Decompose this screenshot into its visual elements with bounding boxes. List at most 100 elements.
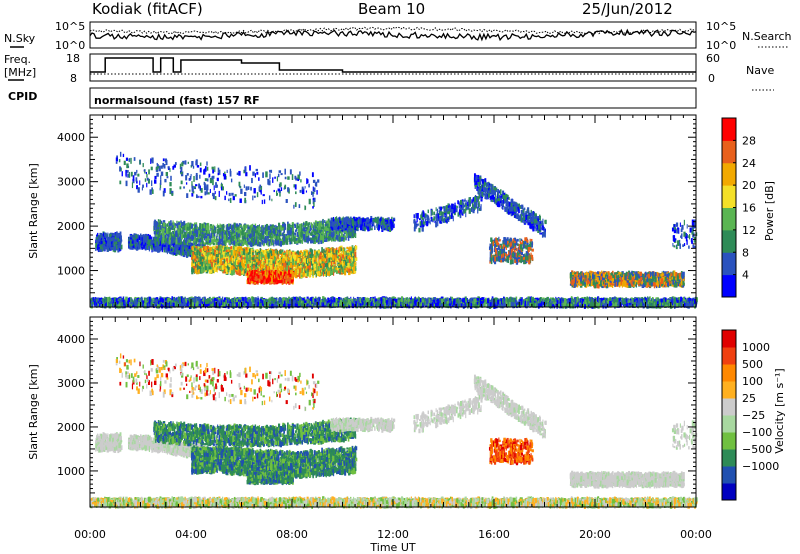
power-echo [239, 224, 242, 228]
power-echo [249, 233, 252, 237]
power-echo [335, 230, 337, 235]
power-echo [278, 226, 281, 230]
power-echo [173, 230, 176, 234]
power-echo [309, 237, 312, 240]
power-echo [143, 243, 145, 249]
power-echo [320, 226, 323, 230]
power-echo [232, 241, 236, 245]
power-echo [147, 240, 149, 247]
power-echo [204, 242, 206, 245]
power-echo [332, 238, 335, 242]
power-echo [176, 242, 179, 249]
power-echo [233, 223, 236, 229]
power-echo [328, 235, 331, 241]
power-echo [303, 231, 307, 234]
power-echo [264, 236, 267, 239]
power-echo [254, 227, 257, 232]
power-echo [270, 236, 272, 243]
power-echo [261, 225, 263, 232]
power-echo [120, 239, 123, 242]
power-echo [323, 239, 326, 242]
power-echo [179, 232, 182, 237]
power-echo [157, 247, 160, 253]
power-echo [115, 232, 119, 238]
power-echo [229, 241, 231, 245]
power-echo [308, 229, 311, 234]
power-echo [161, 238, 163, 243]
power-echo [177, 223, 180, 229]
power-echo [217, 223, 219, 227]
power-echo [111, 239, 114, 243]
power-echo [178, 231, 181, 236]
power-echo [353, 233, 356, 237]
power-echo [327, 218, 330, 224]
power-echo [102, 232, 104, 237]
power-echo [263, 237, 266, 244]
power-echo [329, 220, 332, 223]
power-echo [183, 220, 186, 227]
power-echo [334, 232, 337, 238]
power-echo [167, 229, 171, 234]
power-echo [310, 233, 313, 236]
power-echo [296, 238, 299, 243]
freq-tick-bottom: 8 [70, 72, 77, 85]
power-echo [193, 229, 196, 234]
power-echo [295, 241, 298, 244]
power-echo [223, 225, 225, 228]
power-echo [227, 226, 230, 230]
power-echo [178, 244, 180, 248]
power-echo [325, 226, 328, 230]
power-echo [227, 240, 229, 243]
power-echo [156, 231, 159, 235]
power-echo [141, 245, 143, 250]
power-echo [267, 239, 271, 244]
power-echo [176, 229, 179, 233]
power-echo [341, 266, 343, 273]
power-echo [158, 237, 161, 242]
power-echo [311, 267, 314, 271]
freq-panel: Freq. [MHz] 18 8 60 0 Nave [4, 52, 774, 91]
power-echo [332, 227, 335, 232]
power-echo [192, 229, 195, 234]
power-echo [272, 239, 274, 243]
power-echo [111, 246, 114, 251]
power-echo [98, 246, 101, 253]
power-echo [211, 229, 213, 234]
power-echo [176, 248, 178, 253]
power-echo [132, 245, 135, 248]
power-echo [108, 241, 111, 245]
power-echo [259, 227, 262, 231]
power-echo [276, 230, 278, 235]
power-echo [157, 246, 160, 249]
power-echo [112, 242, 114, 246]
power-echo [117, 246, 120, 253]
power-echo [214, 230, 217, 234]
power-echo [256, 242, 260, 247]
power-echo [318, 227, 321, 234]
power-echo [312, 224, 314, 230]
power-echo [250, 236, 254, 243]
power-echo [104, 232, 106, 238]
power-echo [165, 225, 168, 230]
power-echo [237, 246, 240, 251]
power-echo [242, 224, 245, 229]
power-echo [211, 239, 213, 245]
power-echo [230, 241, 233, 245]
power-echo [111, 233, 113, 239]
power-echo [316, 234, 319, 237]
power-echo [260, 235, 263, 242]
power-echo [275, 224, 277, 230]
power-echo [153, 224, 156, 231]
power-echo [198, 238, 202, 242]
power-echo [178, 222, 180, 225]
power-echo [216, 225, 220, 228]
power-echo [238, 225, 240, 229]
power-echo [252, 225, 255, 231]
power-echo [311, 237, 314, 241]
power-echo [185, 230, 187, 236]
power-echo [186, 247, 189, 250]
power-echo [190, 230, 193, 236]
power-echo [137, 244, 140, 250]
power-echo [313, 235, 316, 239]
